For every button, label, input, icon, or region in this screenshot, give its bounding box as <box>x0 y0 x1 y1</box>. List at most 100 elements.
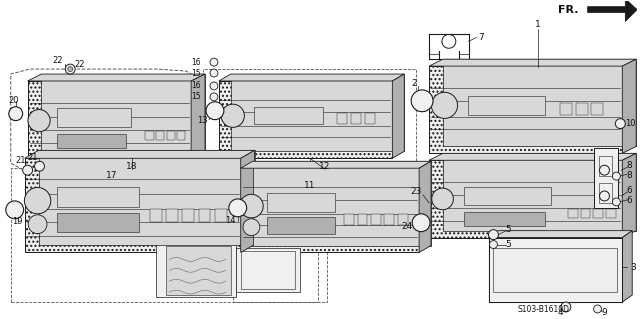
Bar <box>253 107 323 124</box>
Text: 17: 17 <box>106 171 118 180</box>
Bar <box>580 209 591 218</box>
Text: 3: 3 <box>630 263 636 272</box>
Circle shape <box>243 219 260 236</box>
Circle shape <box>28 109 50 132</box>
Circle shape <box>411 90 433 112</box>
Bar <box>145 131 154 140</box>
Circle shape <box>488 230 499 240</box>
Bar <box>166 209 178 222</box>
Bar <box>358 214 367 226</box>
Text: 19: 19 <box>12 217 22 226</box>
Polygon shape <box>191 74 205 160</box>
Polygon shape <box>28 74 205 81</box>
Polygon shape <box>622 153 636 238</box>
Text: 9: 9 <box>602 308 607 317</box>
Circle shape <box>600 191 609 201</box>
Bar <box>268 194 335 212</box>
Bar <box>38 150 255 245</box>
Bar <box>219 81 392 158</box>
Text: 24: 24 <box>401 222 412 231</box>
Text: 11: 11 <box>305 181 316 189</box>
Bar <box>351 114 361 124</box>
Circle shape <box>6 201 24 219</box>
Circle shape <box>561 302 571 312</box>
Circle shape <box>432 188 453 210</box>
Bar <box>268 217 335 234</box>
Circle shape <box>221 104 244 127</box>
Circle shape <box>210 82 218 90</box>
Text: 8: 8 <box>627 161 632 170</box>
Text: 21: 21 <box>28 153 38 162</box>
Bar <box>561 103 572 115</box>
Bar <box>371 214 381 226</box>
Text: 22: 22 <box>52 56 63 65</box>
Bar <box>493 248 618 292</box>
Bar <box>253 161 431 246</box>
Bar <box>57 187 139 207</box>
Polygon shape <box>24 150 255 158</box>
Polygon shape <box>622 59 636 153</box>
Bar <box>156 242 236 297</box>
Bar <box>203 69 416 173</box>
Bar <box>241 251 295 289</box>
Circle shape <box>210 69 218 77</box>
Bar <box>150 209 162 222</box>
Bar <box>177 131 186 140</box>
Circle shape <box>490 241 497 249</box>
Circle shape <box>612 198 620 206</box>
Circle shape <box>616 119 625 129</box>
Polygon shape <box>392 74 404 158</box>
Circle shape <box>612 172 620 180</box>
Text: 6: 6 <box>627 186 632 195</box>
Polygon shape <box>219 74 404 81</box>
Bar <box>24 158 241 252</box>
Polygon shape <box>236 248 300 292</box>
Text: 5: 5 <box>506 225 511 234</box>
Bar <box>429 66 622 153</box>
Bar <box>156 131 164 140</box>
Circle shape <box>28 215 47 234</box>
Bar <box>576 103 588 115</box>
Circle shape <box>593 305 602 313</box>
Bar <box>241 168 419 252</box>
Bar <box>429 160 622 238</box>
Bar <box>598 183 612 203</box>
Polygon shape <box>429 59 636 66</box>
Text: 8: 8 <box>627 171 632 180</box>
Text: 2: 2 <box>412 79 417 88</box>
Bar <box>57 134 125 148</box>
Text: 21: 21 <box>15 156 26 165</box>
Bar <box>166 246 231 295</box>
Bar <box>198 209 211 222</box>
Bar <box>42 74 205 153</box>
Circle shape <box>431 92 458 118</box>
Polygon shape <box>429 153 636 160</box>
Bar <box>464 187 551 205</box>
Text: 20: 20 <box>9 96 19 105</box>
Circle shape <box>412 214 430 232</box>
Text: 6: 6 <box>627 197 632 205</box>
Bar <box>215 209 227 222</box>
Text: 4: 4 <box>558 308 564 317</box>
Text: 10: 10 <box>625 119 636 128</box>
Polygon shape <box>622 231 632 302</box>
Polygon shape <box>241 150 255 252</box>
Text: 13: 13 <box>197 116 208 125</box>
Circle shape <box>68 67 73 71</box>
Bar <box>337 114 348 124</box>
Bar <box>166 131 175 140</box>
Bar <box>182 209 195 222</box>
Bar <box>28 81 191 160</box>
Circle shape <box>229 199 246 217</box>
Bar <box>11 168 318 302</box>
Bar <box>591 103 603 115</box>
Circle shape <box>210 58 218 66</box>
Text: 23: 23 <box>411 188 422 197</box>
Text: 15: 15 <box>191 92 201 101</box>
Bar <box>468 96 545 115</box>
Bar <box>233 168 327 302</box>
Circle shape <box>22 165 33 175</box>
Bar <box>598 156 612 176</box>
Bar <box>606 209 616 218</box>
Bar <box>464 212 545 226</box>
